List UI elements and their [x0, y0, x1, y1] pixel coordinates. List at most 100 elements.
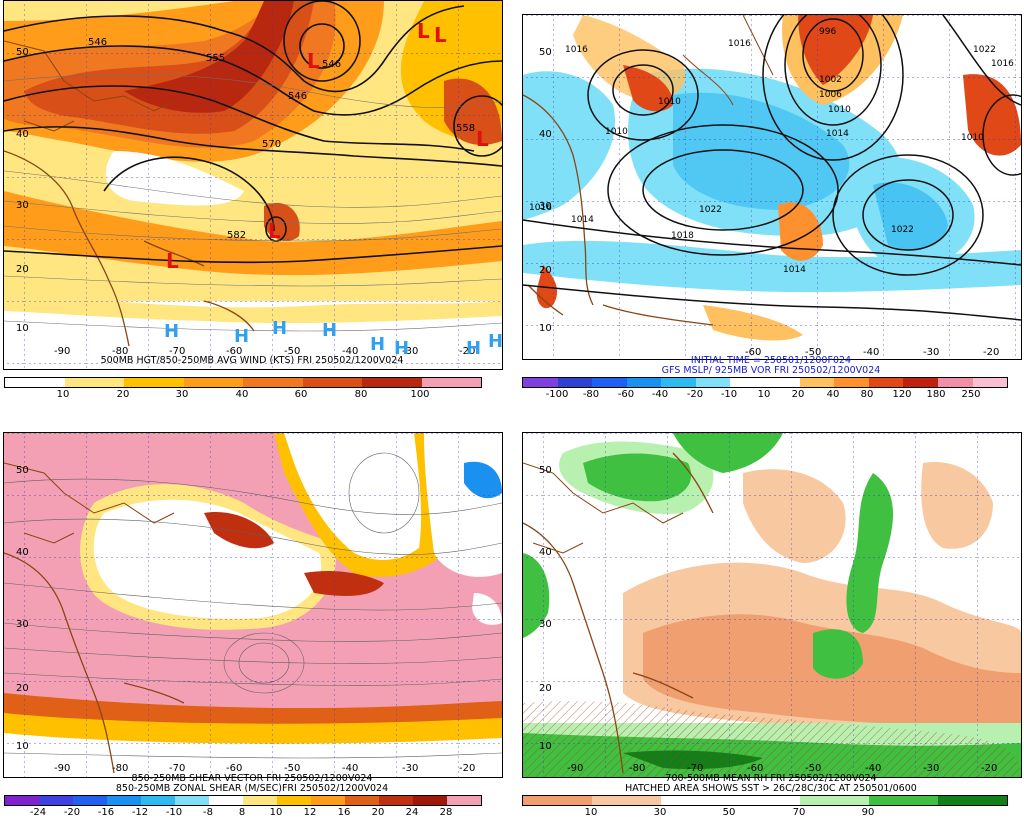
high-pressure-marker: H [394, 338, 410, 359]
contour-label: 1014 [571, 215, 594, 225]
colorbar-label: 20 [371, 807, 385, 818]
contour-label: 1022 [891, 225, 914, 235]
contour-label: 546 [288, 91, 308, 102]
colorbar [4, 795, 482, 806]
map-500mb-height: 50 40 30 20 10 -90 -80 -70 -60 -50 -40 -… [3, 0, 503, 370]
colorbar-label: 60 [294, 389, 308, 400]
colorbar-label: -10 [720, 389, 738, 400]
colorbar-label: 80 [860, 389, 874, 400]
map-mslp-vorticity: 50 40 30 20 10 -60 -50 -40 -30 -20 1016 … [522, 14, 1022, 360]
colorbar-label: -60 [617, 389, 635, 400]
panel-shear: 50 40 30 20 10 -90 -80 -70 -60 -50 -40 -… [0, 418, 505, 819]
lon-label: -90 [54, 346, 71, 357]
colorbar-label: -16 [97, 807, 115, 818]
colorbar-label: -24 [29, 807, 47, 818]
contour-label: 1014 [826, 129, 849, 139]
colorbar-label: 12 [303, 807, 317, 818]
lon-label: -40 [342, 763, 359, 774]
lat-label: 30 [539, 619, 552, 630]
low-pressure-marker: L [476, 127, 489, 151]
colorbar-label: 120 [892, 389, 912, 400]
colorbar-label: 16 [337, 807, 351, 818]
colorbar-label: 10 [757, 389, 771, 400]
panel-mean-rh: 50 40 30 20 10 -90 -80 -70 -60 -50 -40 -… [518, 418, 1024, 819]
colorbar-label: 70 [792, 807, 806, 818]
contour-label: 1016 [529, 203, 552, 213]
lon-label: -30 [402, 346, 419, 357]
contour-label: 1010 [605, 127, 628, 137]
colorbar-label: -12 [131, 807, 149, 818]
lon-label: -30 [402, 763, 419, 774]
contour-label: 1022 [699, 205, 722, 215]
colorbar-label: 8 [238, 807, 246, 818]
lon-label: -80 [112, 346, 129, 357]
panel-mslp-vorticity: 50 40 30 20 10 -60 -50 -40 -30 -20 1016 … [518, 0, 1024, 400]
lon-label: -30 [923, 763, 940, 774]
contour-label: 546 [88, 37, 108, 48]
lat-label: 50 [16, 465, 29, 476]
contour-label: 1016 [565, 45, 588, 55]
lon-label: -90 [54, 763, 71, 774]
lon-label: -30 [923, 347, 940, 358]
lat-label: 10 [16, 741, 29, 752]
colorbar [522, 377, 1008, 388]
low-pressure-marker: L [166, 249, 179, 273]
low-pressure-marker: L [307, 49, 320, 73]
lon-label: -70 [687, 763, 704, 774]
colorbar-label: -20 [686, 389, 704, 400]
colorbar-labels: -100 -80 -60 -40 -20 -10 10 20 40 80 120… [522, 389, 1006, 401]
colorbar-label: -40 [651, 389, 669, 400]
contour-label: 1006 [819, 90, 842, 100]
lon-label: -70 [169, 763, 186, 774]
lon-label: -70 [169, 346, 186, 357]
low-pressure-marker: L [434, 23, 447, 47]
contour-label: 582 [227, 230, 247, 241]
lon-label: -60 [226, 763, 243, 774]
map-shear: 50 40 30 20 10 -90 -80 -70 -60 -50 -40 -… [3, 432, 503, 778]
lon-label: -40 [342, 346, 359, 357]
colorbar-label: -8 [203, 807, 213, 818]
lon-label: -50 [805, 763, 822, 774]
colorbar-label: 10 [584, 807, 598, 818]
lon-label: -50 [284, 763, 301, 774]
lon-label: -20 [981, 763, 998, 774]
map-mean-rh: 50 40 30 20 10 -90 -80 -70 -60 -50 -40 -… [522, 432, 1022, 778]
colorbar-label: 20 [116, 389, 130, 400]
colorbar-label: 40 [826, 389, 840, 400]
lat-label: 10 [539, 323, 552, 334]
colorbar-label: 28 [439, 807, 453, 818]
lon-label: -80 [629, 763, 646, 774]
panel-caption-line1: 850-250MB SHEAR VECTOR FRI 250502/1200V0… [131, 773, 373, 784]
contour-label: 558 [456, 123, 476, 134]
contour-label: 1022 [973, 45, 996, 55]
low-pressure-marker: L [268, 219, 281, 243]
colorbar-labels: 10 20 30 40 60 80 100 [4, 389, 480, 401]
lon-label: -90 [567, 763, 584, 774]
contour-label: 546 [322, 59, 342, 70]
colorbar-label: -100 [545, 389, 569, 400]
colorbar-label: -80 [582, 389, 600, 400]
contour-label: 1010 [961, 133, 984, 143]
panel-caption-line2: 850-250MB ZONAL SHEAR (M/SEC)FRI 250502/… [115, 783, 389, 794]
colorbar-label: 30 [175, 389, 189, 400]
panel-caption-line2: HATCHED AREA SHOWS SST > 26C/28C/30C AT … [625, 783, 917, 794]
lat-label: 20 [16, 683, 29, 694]
colorbar-label: 50 [722, 807, 736, 818]
contour-label: 570 [262, 139, 282, 150]
lon-label: -50 [284, 346, 301, 357]
contour-label: 1016 [991, 59, 1014, 69]
lat-label: 20 [539, 683, 552, 694]
colorbar-label: 80 [354, 389, 368, 400]
lat-label: 20 [16, 264, 29, 275]
lon-label: -60 [226, 346, 243, 357]
colorbar-label: 100 [410, 389, 430, 400]
lon-label: -60 [745, 347, 762, 358]
panel-caption-line2: GFS MSLP/ 925MB VOR FRI 250502/1200V024 [661, 365, 881, 376]
contour-label: 1002 [819, 75, 842, 85]
colorbar-label: 10 [56, 389, 70, 400]
lon-label: -40 [863, 347, 880, 358]
lat-label: 30 [539, 201, 552, 212]
lon-label: -50 [805, 347, 822, 358]
lat-label: 30 [16, 619, 29, 630]
lon-label: -60 [747, 763, 764, 774]
